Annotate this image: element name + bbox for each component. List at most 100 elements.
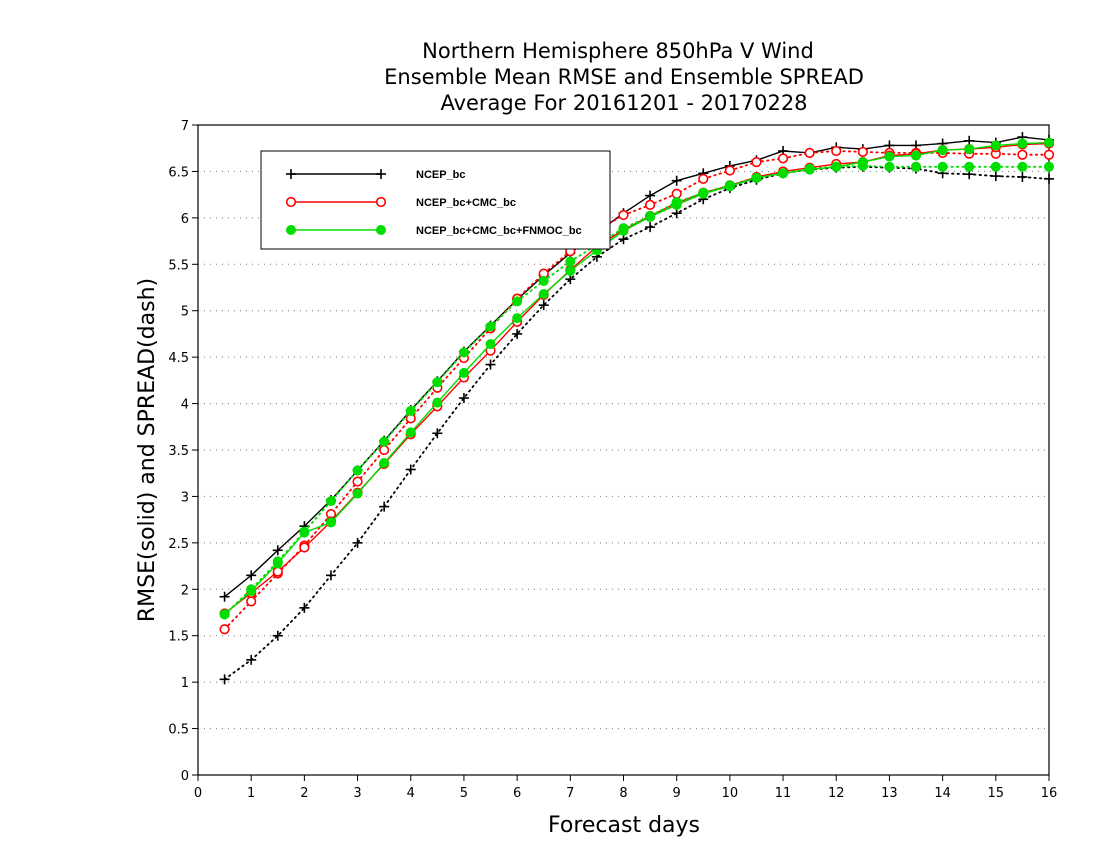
x-tick-label: 0 bbox=[194, 786, 202, 801]
spread-point bbox=[671, 188, 682, 199]
rmse-point bbox=[804, 164, 815, 175]
rmse-point bbox=[219, 609, 230, 620]
spread-point bbox=[565, 256, 576, 267]
rmse-point bbox=[272, 566, 283, 577]
series-layer bbox=[219, 132, 1055, 685]
x-tick-label: 4 bbox=[407, 786, 415, 801]
spread-point bbox=[405, 464, 416, 475]
rmse-point bbox=[538, 289, 549, 299]
chart-title-line-2: Ensemble Mean RMSE and Ensemble SPREAD bbox=[384, 65, 864, 89]
x-tick-label: 12 bbox=[828, 786, 845, 801]
legend-marker bbox=[376, 169, 386, 179]
spread-point bbox=[325, 496, 336, 507]
rmse-point bbox=[964, 144, 975, 155]
spread-point bbox=[964, 161, 975, 172]
rmse-point bbox=[432, 397, 443, 408]
spread-point bbox=[618, 234, 629, 245]
series-2 bbox=[219, 137, 1054, 620]
y-tick-label: 5 bbox=[181, 305, 189, 320]
rmse-point bbox=[724, 181, 735, 192]
rmse-point bbox=[1017, 138, 1028, 149]
spread-point bbox=[1017, 149, 1028, 160]
x-tick-label: 7 bbox=[566, 786, 574, 801]
rmse-point bbox=[937, 145, 948, 156]
rmse-point bbox=[246, 586, 257, 597]
rmse-point bbox=[618, 225, 629, 236]
y-tick-label: 0 bbox=[181, 769, 189, 784]
rmse-point bbox=[219, 591, 230, 602]
spread-point bbox=[937, 161, 948, 172]
spread-point bbox=[538, 276, 549, 286]
spread-point bbox=[884, 161, 895, 172]
legend-marker bbox=[375, 196, 387, 208]
spread-point bbox=[857, 146, 868, 158]
spread-point bbox=[246, 654, 257, 665]
spread-point bbox=[512, 328, 523, 339]
x-tick-label: 6 bbox=[513, 786, 521, 801]
spread-point bbox=[1043, 149, 1055, 160]
spread-point bbox=[405, 406, 416, 416]
spread-point bbox=[645, 222, 656, 233]
spread-point bbox=[671, 208, 682, 219]
rmse-point bbox=[485, 339, 496, 350]
legend-label-2: NCEP_bc+CMC_bc+FNMOC_bc bbox=[416, 225, 582, 237]
y-tick-label: 1 bbox=[181, 676, 189, 691]
spread-point bbox=[990, 171, 1001, 182]
chart-title: Northern Hemisphere 850hPa V Wind Ensemb… bbox=[384, 39, 864, 115]
x-tick-label: 10 bbox=[722, 786, 739, 801]
legend-marker bbox=[285, 196, 297, 208]
spread-point bbox=[432, 428, 443, 439]
spread-point bbox=[458, 393, 469, 403]
spread-point bbox=[512, 296, 523, 307]
spread-point bbox=[485, 359, 496, 370]
spread-point bbox=[352, 465, 363, 476]
spread-point bbox=[219, 624, 230, 635]
spread-point bbox=[432, 377, 443, 388]
x-tick-label: 16 bbox=[1041, 786, 1058, 801]
rmse-point bbox=[857, 157, 868, 168]
spread-point bbox=[751, 157, 762, 168]
spread-point bbox=[299, 602, 310, 613]
y-tick-label: 2.5 bbox=[168, 537, 189, 552]
y-tick-label: 4.5 bbox=[168, 351, 189, 366]
spread-point bbox=[777, 153, 789, 164]
x-tick-label: 3 bbox=[353, 786, 361, 801]
spread-point bbox=[1017, 161, 1028, 172]
rmse-point bbox=[379, 458, 390, 468]
spread-point bbox=[379, 444, 390, 456]
y-axis-title: RMSE(solid) and SPREAD(dash) bbox=[135, 278, 160, 622]
y-tick-label: 7 bbox=[181, 119, 189, 134]
y-tick-label: 6 bbox=[181, 212, 189, 227]
rmse-point bbox=[325, 517, 336, 528]
spread-point bbox=[246, 596, 257, 607]
legend-label-1: NCEP_bc+CMC_bc bbox=[416, 197, 516, 209]
x-tick-label: 2 bbox=[300, 786, 308, 801]
x-axis-title: Forecast days bbox=[548, 813, 700, 838]
x-tick-label: 9 bbox=[673, 786, 681, 801]
spread-point bbox=[804, 147, 815, 158]
rmse-point bbox=[884, 151, 895, 162]
spread-point bbox=[565, 274, 576, 285]
spread-point bbox=[698, 173, 709, 184]
y-tick-label: 4 bbox=[181, 398, 189, 413]
spread-line bbox=[223, 164, 1050, 616]
spread-point bbox=[724, 165, 735, 176]
spread-point bbox=[1044, 161, 1054, 172]
rmse-point bbox=[831, 161, 842, 172]
spread-point bbox=[990, 161, 1001, 172]
x-tick-label: 14 bbox=[934, 786, 951, 801]
x-tick-label: 15 bbox=[988, 786, 1005, 801]
spread-point bbox=[325, 570, 336, 581]
rmse-point bbox=[645, 190, 656, 201]
rmse-point bbox=[405, 427, 416, 438]
rmse-point bbox=[299, 527, 310, 538]
chart-title-line-3: Average For 20161201 - 20170228 bbox=[440, 91, 807, 115]
x-tick-label: 5 bbox=[460, 786, 468, 801]
y-tick-label: 3.5 bbox=[168, 444, 189, 459]
rmse-point bbox=[671, 199, 682, 210]
y-tick-label: 6.5 bbox=[168, 165, 189, 180]
rmse-point bbox=[778, 168, 789, 179]
y-tick-label: 1.5 bbox=[168, 630, 189, 645]
